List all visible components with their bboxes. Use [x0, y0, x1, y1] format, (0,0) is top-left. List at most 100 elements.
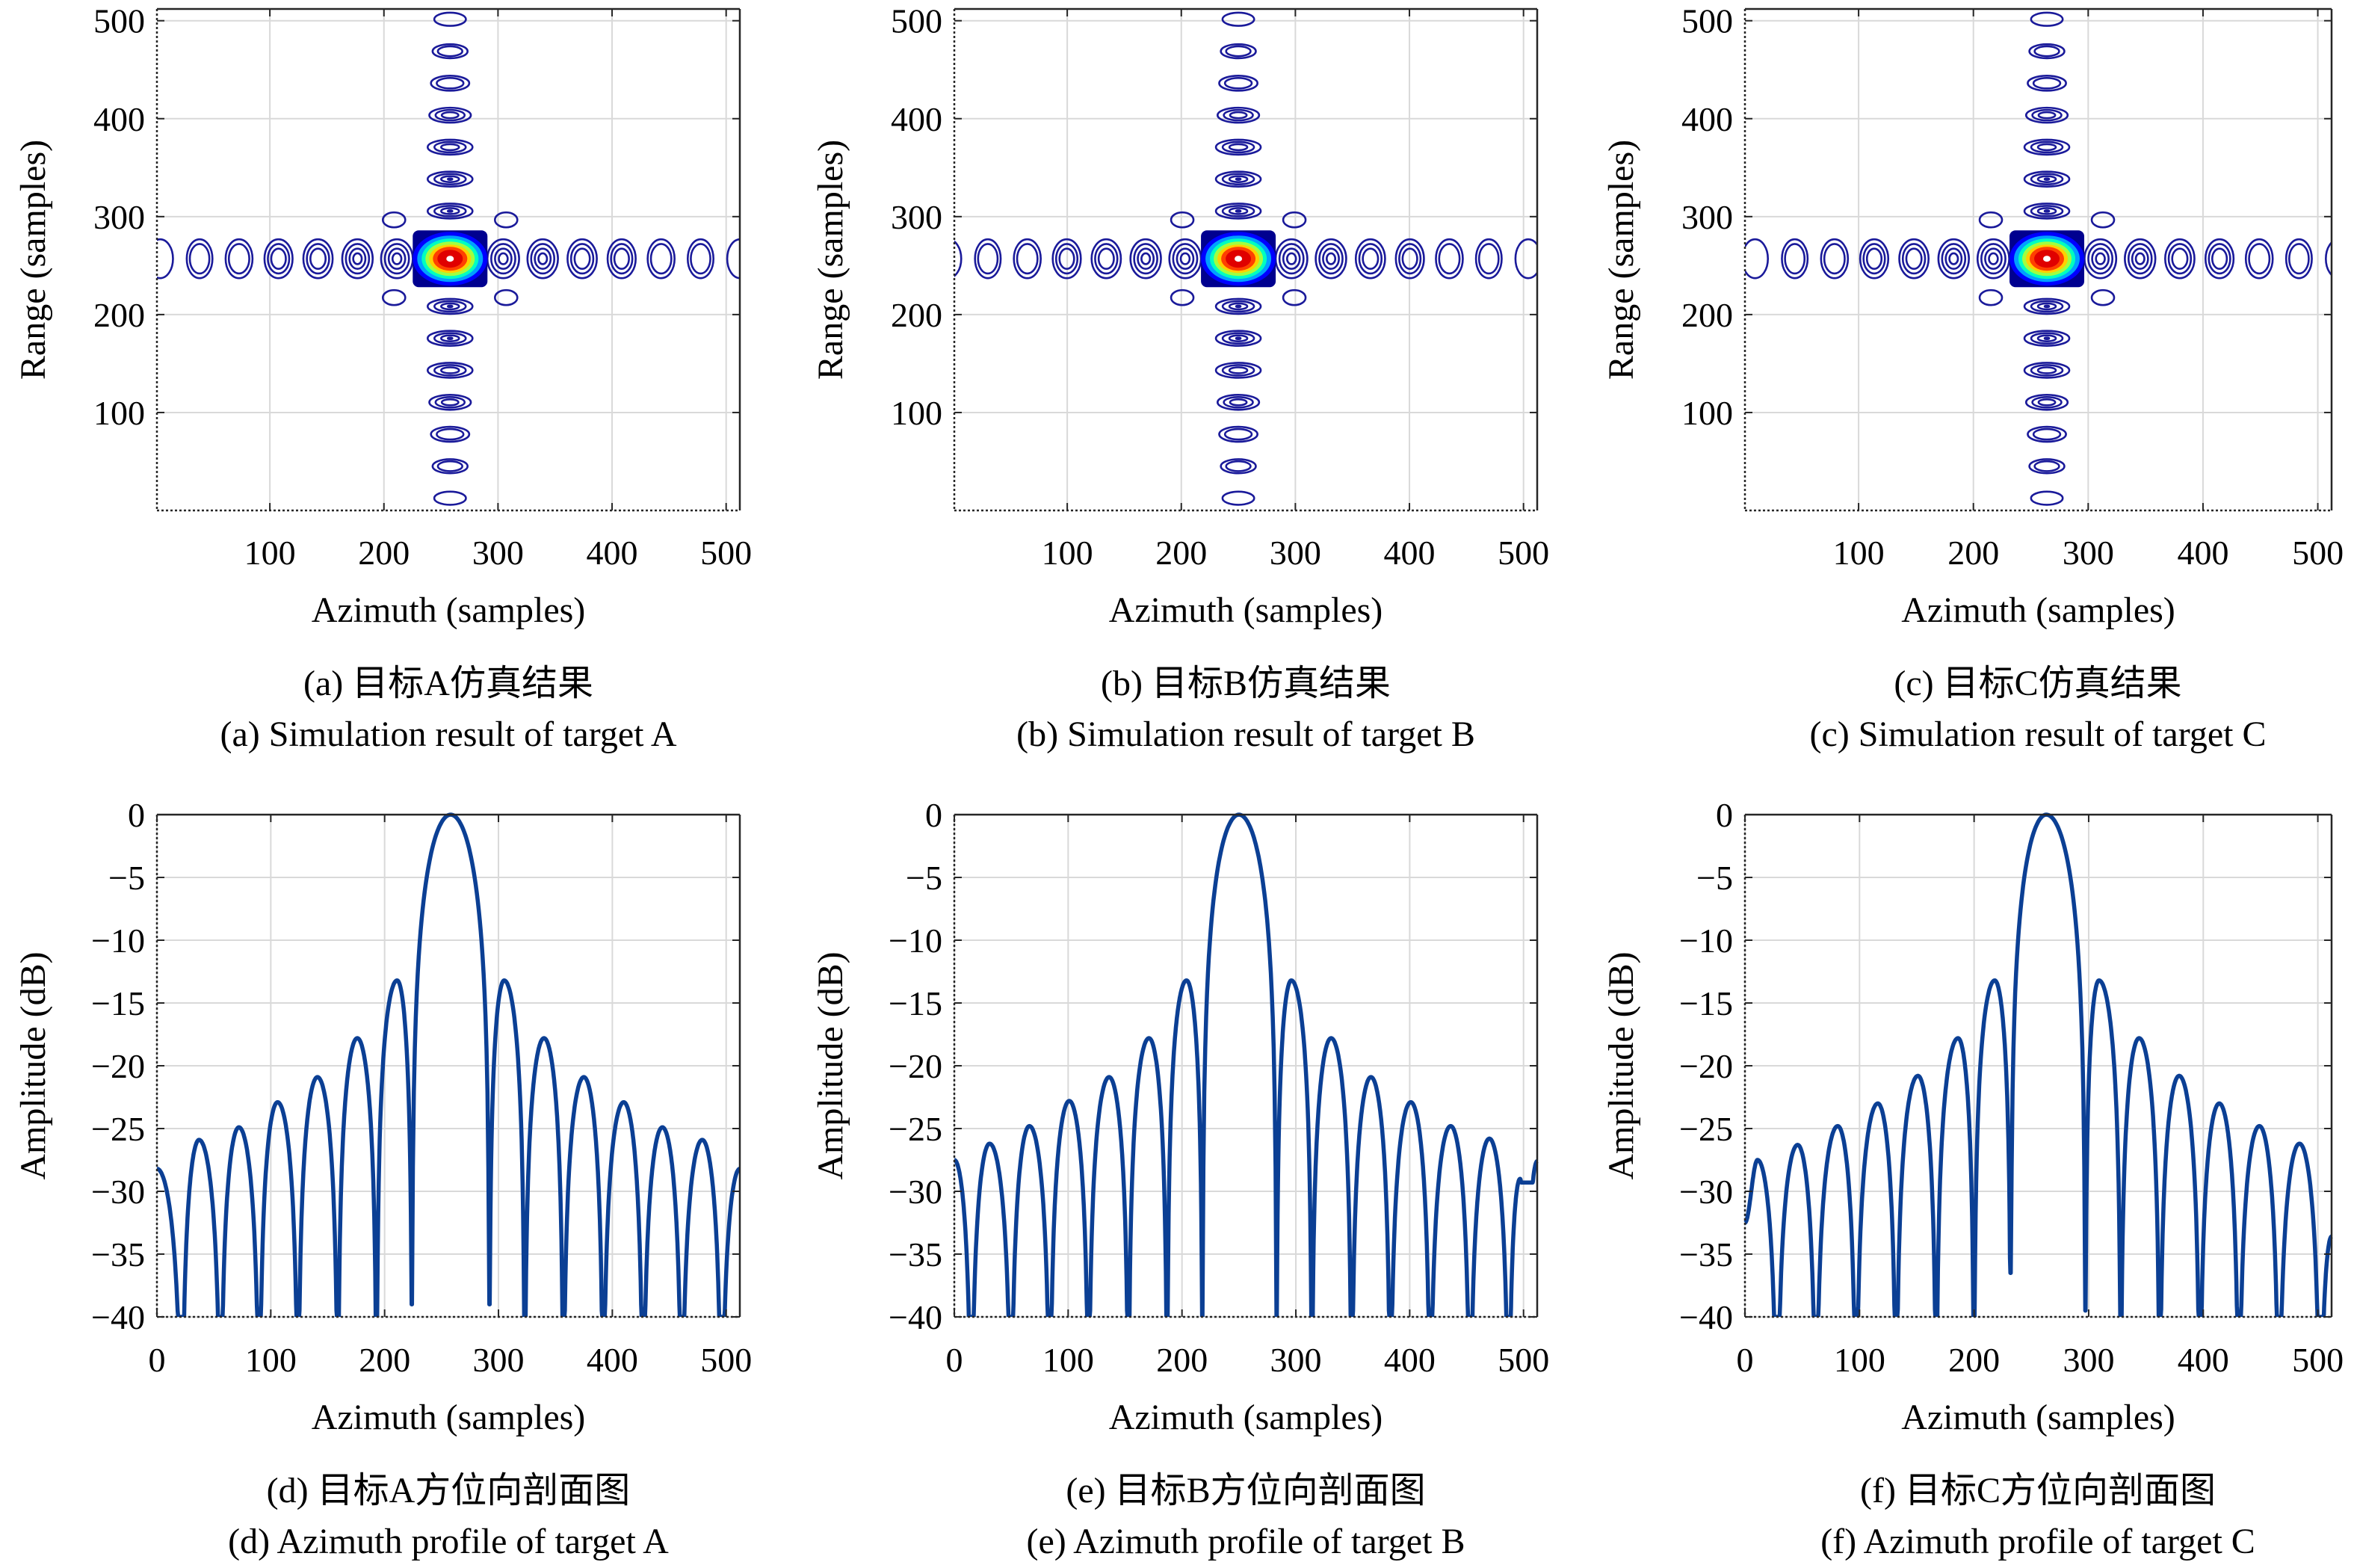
contour-ring-azimuth	[2087, 243, 2114, 275]
contour-ring-range	[2036, 302, 2057, 311]
contour-ring-azimuth	[1090, 238, 1122, 280]
contour-ring-azimuth	[306, 243, 330, 275]
contour-ring-azimuth	[1179, 252, 1191, 265]
contour-ring-azimuth	[1176, 247, 1195, 271]
contour-ring-azimuth	[1398, 243, 1422, 275]
contour-ring-range	[1223, 108, 1254, 122]
contour-ring-azimuth	[2134, 252, 2146, 265]
y-tick-label: −35	[1679, 1235, 1733, 1274]
y-tick-label: −40	[91, 1298, 145, 1336]
contour-ring-cross	[1170, 288, 1195, 306]
contour-ring-range	[1218, 75, 1258, 92]
contour-ring-range	[2023, 138, 2071, 156]
contour-ring-azimuth	[1362, 247, 1380, 271]
x-tick-label: 200	[358, 534, 410, 572]
contour-ring-range	[1221, 364, 1255, 377]
contour-ring-azimuth	[498, 252, 509, 265]
caption-en-b: (b) Simulation result of target B	[1016, 714, 1475, 754]
contour-ring-range	[2036, 366, 2057, 374]
contour-ring-azimuth	[1937, 238, 1970, 280]
x-tick-label: 200	[1948, 1341, 2000, 1379]
contour-ring-azimuth	[352, 252, 363, 265]
contour-ring-azimuth	[1094, 243, 1119, 275]
contour-ring-range	[1228, 143, 1249, 152]
contour-group	[1663, 11, 2332, 536]
contour-ring-range	[2043, 209, 2051, 213]
contour-ring-range	[1228, 366, 1249, 374]
contour-ring-range	[426, 330, 474, 348]
contour-ring-range	[2028, 458, 2066, 475]
caption-en-a: (a) Simulation result of target A	[220, 714, 677, 754]
x-tick-label: 500	[700, 534, 752, 572]
contour-ring-range	[440, 111, 460, 120]
contour-ring-azimuth	[2287, 243, 2310, 275]
contour-ring-azimuth	[309, 247, 327, 271]
contour-ring-azimuth	[2211, 247, 2228, 271]
x-tick-label: 300	[2063, 1341, 2114, 1379]
contour-ring-range	[2030, 332, 2064, 345]
contour-ring-azimuth	[1784, 243, 1806, 275]
contour-ring-range	[433, 332, 467, 345]
contour-ring-range	[2037, 398, 2057, 407]
contour-ring-azimuth	[1948, 252, 1959, 265]
y-tick-label: 200	[1681, 296, 1733, 334]
contour-ring-azimuth	[534, 247, 552, 271]
contour-ring-azimuth	[1401, 247, 1418, 271]
contour-ring-azimuth	[2167, 243, 2193, 275]
contour-ring-azimuth	[1318, 243, 1344, 275]
contour-ring-range	[2023, 330, 2071, 348]
contour-ring-range	[1223, 77, 1253, 90]
contour-ring-range	[2024, 393, 2069, 411]
contour-ring-azimuth	[1941, 243, 1967, 275]
y-tick-label: −25	[889, 1110, 942, 1148]
x-tick-label: 200	[1156, 1341, 1208, 1379]
contour-ring-range	[439, 366, 460, 374]
contour-ring-azimuth	[494, 247, 513, 271]
y-tick-label: −40	[889, 1298, 942, 1336]
y-tick-label: −25	[1679, 1110, 1733, 1148]
y-tick-label: −40	[1679, 1298, 1733, 1336]
contour-ring-azimuth	[1140, 252, 1152, 265]
contour-ring-range	[1216, 106, 1261, 124]
contour-ring-range	[436, 45, 463, 58]
contour-ring-azimuth	[1663, 239, 1688, 278]
contour-ring-range	[2023, 203, 2071, 220]
contour-ring-azimuth	[387, 247, 407, 271]
contour-ring-range	[1235, 209, 1242, 213]
contour-ring-azimuth	[649, 243, 673, 275]
contour-ring-azimuth	[1980, 243, 2007, 275]
y-tick-label: −30	[91, 1173, 145, 1211]
contour-ring-range	[446, 304, 454, 309]
contour-ring-azimuth	[1322, 247, 1340, 271]
y-axis-label: Range (samples)	[13, 140, 53, 380]
contour-ring-azimuth	[2095, 252, 2106, 265]
contour-ring-range	[1214, 297, 1262, 315]
contour-ring-cross	[381, 288, 407, 306]
contour-ring-range	[426, 138, 474, 156]
contour-ring-range	[1214, 138, 1262, 156]
contour-ring-azimuth	[267, 243, 291, 275]
contour-ring-range	[428, 393, 472, 411]
contour-ring-azimuth	[1905, 247, 1923, 271]
contour-ring-range	[440, 398, 460, 407]
y-tick-label: −20	[889, 1047, 942, 1085]
contour-ring-range	[431, 43, 469, 60]
contour-ring-azimuth	[526, 238, 559, 280]
contour-ring-azimuth	[1901, 243, 1927, 275]
x-tick-label: 300	[473, 1341, 525, 1379]
contour-ring-range	[439, 302, 460, 311]
contour-ring-range	[2028, 43, 2066, 60]
y-axis-label: Range (samples)	[811, 140, 850, 380]
contour-ring-cross	[1282, 211, 1307, 229]
contour-ring-azimuth	[690, 243, 711, 275]
contour-ring-azimuth	[341, 238, 374, 280]
contour-ring-azimuth	[1781, 238, 1809, 280]
contour-ring-azimuth	[108, 239, 133, 278]
x-tick-label: 200	[359, 1341, 410, 1379]
x-tick-label: 400	[587, 534, 638, 572]
contour-ring-azimuth	[767, 239, 792, 278]
y-tick-label: 500	[891, 2, 942, 40]
contour-ring-azimuth	[224, 238, 254, 280]
contour-ring-azimuth	[1820, 238, 1850, 280]
contour-ring-range	[2033, 524, 2061, 536]
